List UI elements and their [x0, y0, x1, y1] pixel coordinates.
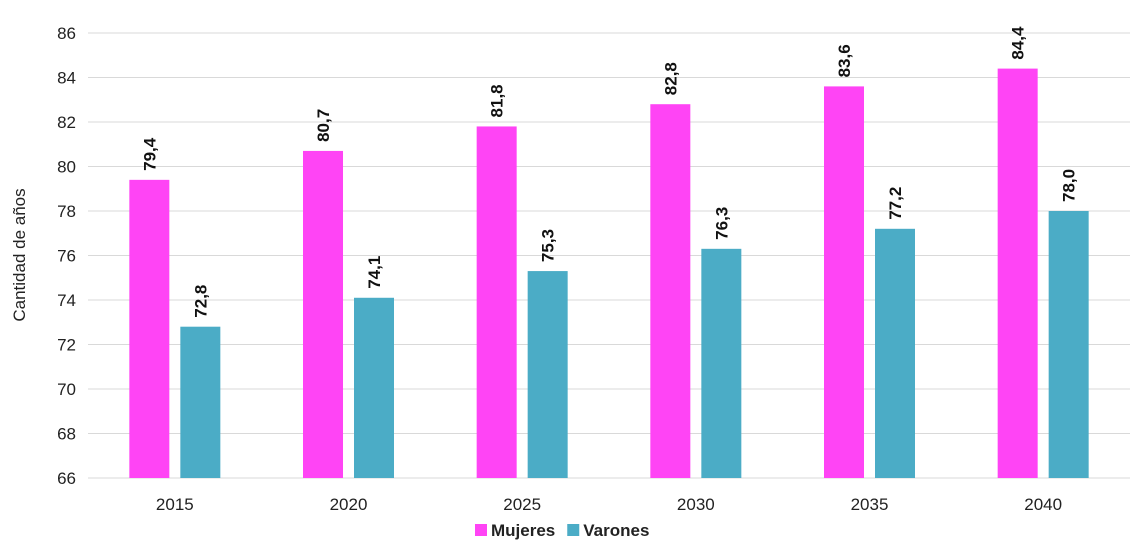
y-tick-label: 84: [57, 69, 76, 88]
y-tick-label: 86: [57, 24, 76, 43]
bar-varones-2015: [180, 326, 221, 478]
bar-mujeres-2020: [303, 150, 343, 479]
bar-mujeres-2030: [650, 104, 691, 478]
y-tick-label: 70: [57, 380, 76, 399]
legend: Mujeres Varones: [475, 521, 649, 540]
x-tick-label: 2035: [851, 495, 889, 514]
data-label: 74,1: [365, 256, 384, 289]
bar-mujeres-2015: [129, 179, 170, 478]
data-label: 76,3: [712, 207, 731, 240]
data-label: 77,2: [886, 187, 905, 220]
x-tick-label: 2020: [330, 495, 368, 514]
x-tick-label: 2015: [156, 495, 194, 514]
bar-varones-2030: [701, 248, 742, 478]
bar-mujeres-2035: [824, 86, 864, 479]
data-label: 82,8: [661, 62, 680, 95]
legend-label-varones: Varones: [583, 521, 649, 540]
data-labels: 79,4 72,8 80,7 74,1 81,8 75,3 82,8 76,3 83,6 77,2…: [140, 26, 1078, 318]
data-label: 84,4: [1009, 26, 1028, 60]
x-axis-ticks: 2015 2020 2025 2030 2035 2040: [156, 495, 1062, 514]
y-axis-title: Cantidad de años: [10, 188, 29, 321]
bars: [129, 68, 1089, 479]
data-label: 72,8: [191, 285, 210, 318]
data-label: 78,0: [1060, 169, 1079, 202]
data-label: 83,6: [835, 44, 854, 77]
data-label: 81,8: [488, 84, 507, 117]
data-label: 80,7: [314, 109, 333, 142]
data-label: 79,4: [140, 137, 159, 171]
x-tick-label: 2025: [503, 495, 541, 514]
legend-swatch-varones: [567, 524, 580, 536]
y-tick-label: 82: [57, 113, 76, 132]
y-tick-label: 74: [57, 291, 76, 310]
legend-swatch-mujeres: [475, 524, 487, 536]
bar-varones-2025: [527, 271, 568, 478]
y-axis-ticks: 66 68 70 72 74 76 78 80 82 84 86: [57, 24, 76, 488]
y-tick-label: 66: [57, 469, 76, 488]
legend-label-mujeres: Mujeres: [491, 521, 555, 540]
bar-varones-2035: [875, 228, 915, 478]
y-tick-label: 80: [57, 158, 76, 177]
bar-varones-2020: [354, 297, 394, 478]
y-tick-label: 72: [57, 336, 76, 355]
data-label: 75,3: [539, 229, 558, 262]
bar-varones-2040: [1048, 211, 1089, 478]
y-tick-label: 76: [57, 247, 76, 266]
y-tick-label: 78: [57, 202, 76, 221]
gridlines: [88, 32, 1130, 479]
bar-mujeres-2025: [476, 126, 517, 478]
bar-mujeres-2040: [997, 68, 1038, 478]
x-tick-label: 2030: [677, 495, 715, 514]
x-tick-label: 2040: [1024, 495, 1062, 514]
y-tick-label: 68: [57, 425, 76, 444]
